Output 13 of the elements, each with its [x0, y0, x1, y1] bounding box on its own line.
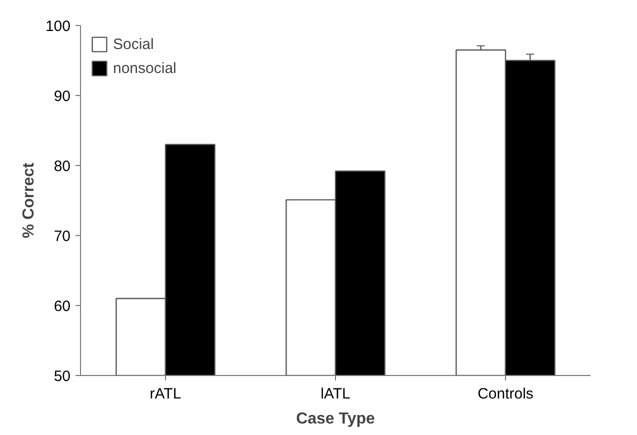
y-tick-label: 70: [54, 228, 71, 245]
legend-label: Social: [113, 36, 154, 52]
x-tick-label: Controls: [478, 386, 534, 402]
x-tick-label: lATL: [320, 386, 350, 402]
x-axis-title: Case Type: [296, 410, 376, 428]
y-tick-label: 90: [54, 88, 71, 105]
y-tick-label: 80: [54, 158, 71, 175]
y-tick-label: 50: [54, 368, 71, 385]
y-axis-title: % Correct: [20, 162, 38, 238]
legend-label: nonsocial: [113, 60, 176, 76]
y-tick-label: 60: [54, 298, 71, 315]
x-tick-label: rATL: [150, 386, 182, 402]
y-tick-label: 100: [45, 18, 71, 35]
